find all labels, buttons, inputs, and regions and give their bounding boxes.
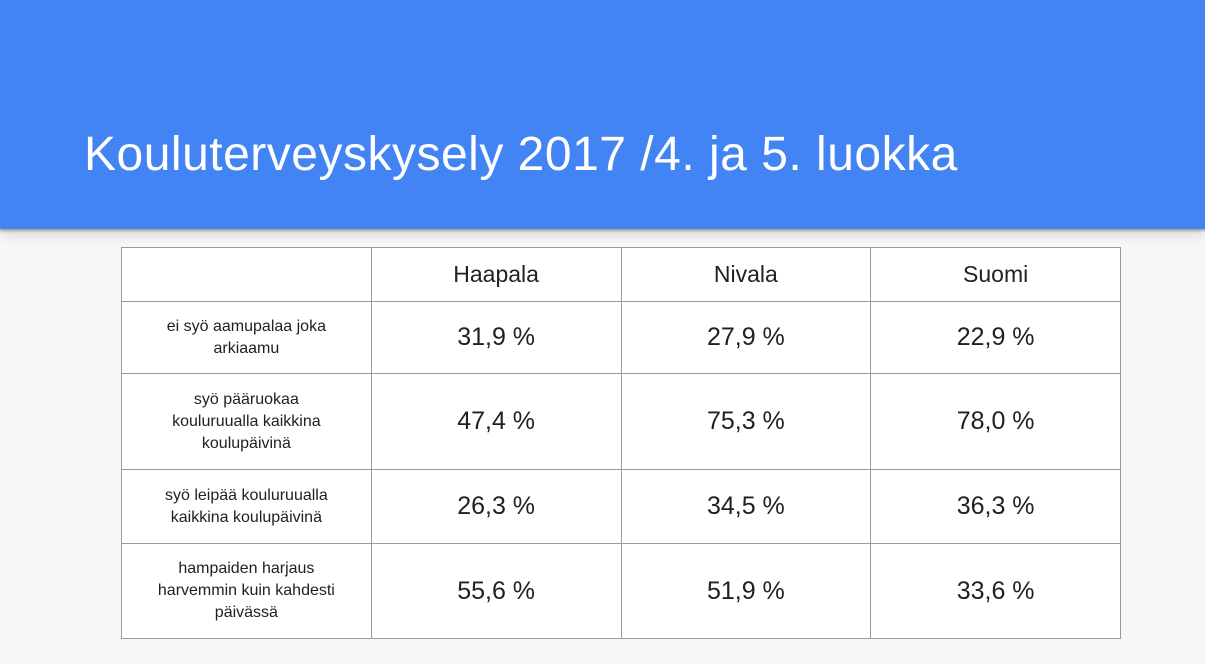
table-corner-cell xyxy=(121,247,372,302)
row-label: syö leipää kouluruualla kaikkina koulupä… xyxy=(121,469,372,544)
table-row: syö leipää kouluruualla kaikkina koulupä… xyxy=(121,469,1121,544)
column-header-haapala: Haapala xyxy=(370,247,622,302)
row-label: syö pääruokaa kouluruualla kaikkina koul… xyxy=(121,373,372,470)
column-header-suomi: Suomi xyxy=(870,247,1121,302)
row-label: ei syö aamupalaa joka arkiaamu xyxy=(121,301,372,374)
cell-value: 26,3 % xyxy=(370,469,622,544)
table-row: ei syö aamupalaa joka arkiaamu 31,9 % 27… xyxy=(121,301,1121,374)
cell-value: 33,6 % xyxy=(870,543,1121,639)
cell-value: 51,9 % xyxy=(620,543,872,639)
cell-value: 55,6 % xyxy=(370,543,622,639)
cell-value: 75,3 % xyxy=(620,373,872,470)
cell-value: 22,9 % xyxy=(870,301,1121,374)
table-header-row: Haapala Nivala Suomi xyxy=(121,247,1121,302)
cell-value: 34,5 % xyxy=(620,469,872,544)
table-row: hampaiden harjaus harvemmin kuin kahdest… xyxy=(121,543,1121,639)
survey-data-table: Haapala Nivala Suomi ei syö aamupalaa jo… xyxy=(121,247,1121,639)
title-banner: Kouluterveyskysely 2017 /4. ja 5. luokka xyxy=(0,0,1205,229)
cell-value: 47,4 % xyxy=(370,373,622,470)
survey-table-container: Haapala Nivala Suomi ei syö aamupalaa jo… xyxy=(121,247,1121,639)
cell-value: 78,0 % xyxy=(870,373,1121,470)
slide-title: Kouluterveyskysely 2017 /4. ja 5. luokka xyxy=(84,128,958,181)
cell-value: 36,3 % xyxy=(870,469,1121,544)
cell-value: 31,9 % xyxy=(370,301,622,374)
table-row: syö pääruokaa kouluruualla kaikkina koul… xyxy=(121,373,1121,470)
row-label: hampaiden harjaus harvemmin kuin kahdest… xyxy=(121,543,372,639)
column-header-nivala: Nivala xyxy=(620,247,872,302)
cell-value: 27,9 % xyxy=(620,301,872,374)
